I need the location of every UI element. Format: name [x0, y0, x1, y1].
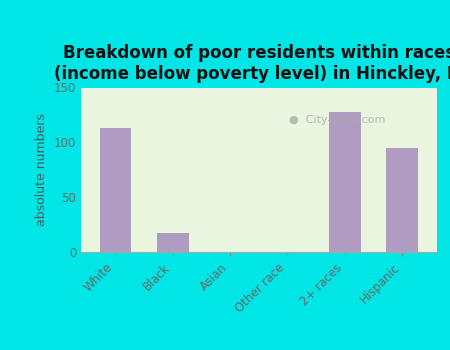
Bar [329, 112, 360, 252]
Bar [99, 128, 131, 252]
Text: ●  City-Data.com: ● City-Data.com [289, 116, 385, 125]
Y-axis label: absolute numbers: absolute numbers [36, 113, 48, 226]
Title: Breakdown of poor residents within races
(income below poverty level) in Hinckle: Breakdown of poor residents within races… [54, 44, 450, 83]
Bar [157, 233, 189, 252]
Bar [387, 148, 418, 252]
